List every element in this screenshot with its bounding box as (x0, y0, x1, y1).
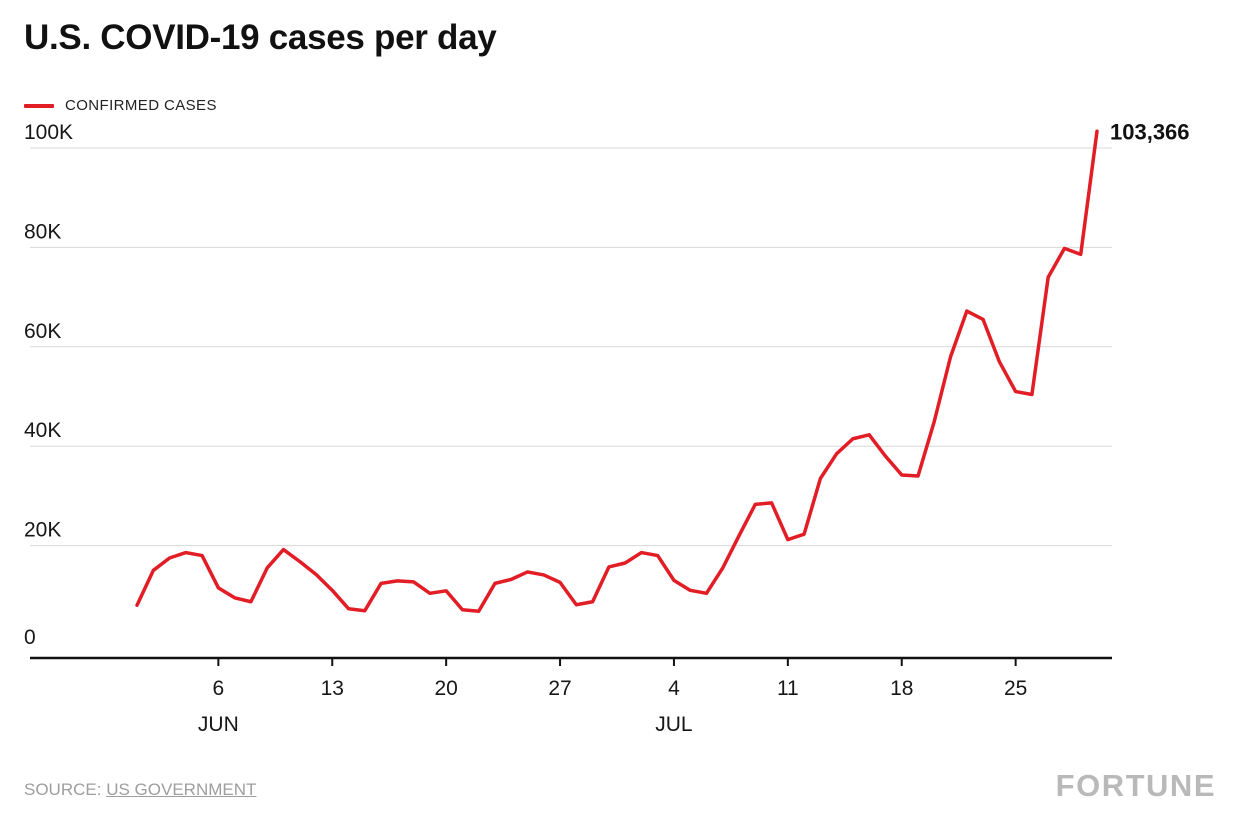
x-tick-label: 6 (213, 677, 225, 700)
x-tick-label: 25 (1004, 677, 1027, 700)
x-tick-label: 13 (321, 677, 344, 700)
x-tick-label: 11 (777, 677, 799, 700)
x-tick-label: 27 (548, 677, 571, 700)
month-label: JUN (198, 713, 239, 736)
y-axis-label: 100K (24, 121, 73, 144)
fortune-logo: FORTUNE (1055, 768, 1216, 803)
month-label: JUL (655, 713, 692, 736)
chart-title: U.S. COVID-19 cases per day (24, 18, 497, 57)
y-axis-label: 0 (24, 626, 36, 649)
y-axis-label: 20K (24, 519, 61, 542)
confirmed-cases-line (135, 129, 1099, 613)
x-tick-label: 18 (890, 677, 913, 700)
legend-line-swatch (24, 103, 54, 108)
legend-label: CONFIRMED CASES (65, 97, 217, 114)
x-tick-label: 4 (668, 677, 680, 700)
source-prefix: SOURCE: (24, 780, 102, 799)
x-tick-label: 20 (434, 677, 457, 700)
source-attribution: SOURCE: US GOVERNMENT (24, 780, 256, 800)
y-axis-label: 60K (24, 320, 61, 343)
source-link[interactable]: US GOVERNMENT (106, 780, 257, 799)
chart-legend: CONFIRMED CASES (24, 97, 217, 114)
y-axis-label: 80K (24, 220, 61, 243)
y-axis-label: 40K (24, 419, 61, 442)
latest-value-label: 103,366 (1110, 119, 1190, 144)
